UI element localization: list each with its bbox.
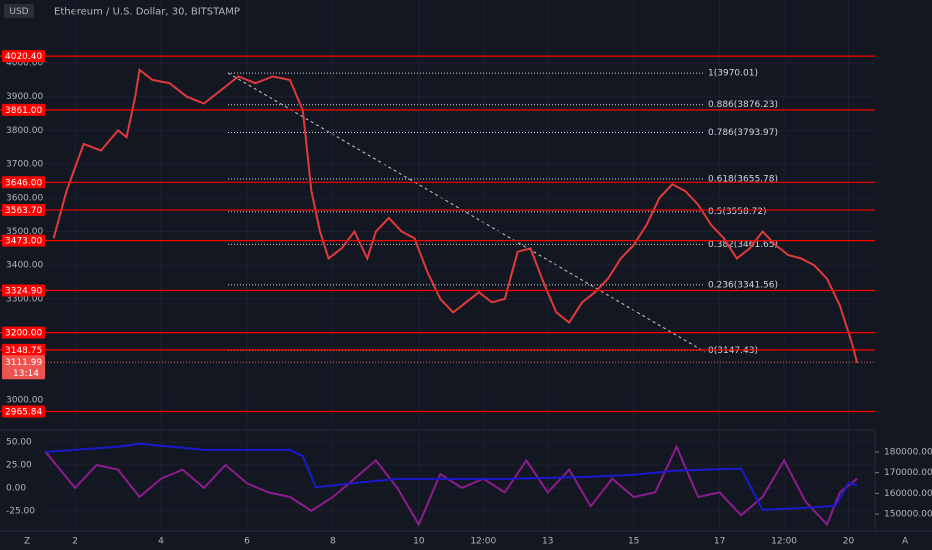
x-tick-label: 13 — [542, 537, 553, 547]
level-badge — [2, 176, 45, 189]
level-label: 3646.00 — [5, 178, 42, 188]
y-tick-label: 3600.00 — [6, 193, 43, 203]
level-badge — [2, 234, 45, 247]
level-badge — [2, 405, 45, 418]
level-label: 3200.00 — [5, 329, 42, 339]
fib-label: 0.618(3655.78) — [708, 175, 778, 185]
level-label: 4020.40 — [5, 52, 42, 62]
level-badge — [2, 103, 45, 116]
y-tick-label: 25.00 — [6, 460, 32, 470]
current-price-badge — [2, 355, 45, 380]
y-tick-label: 3700.00 — [6, 160, 43, 170]
x-tick-label: 20 — [843, 537, 855, 547]
y-tick-label: 4000.00 — [6, 59, 43, 69]
corner-label: Z — [24, 537, 30, 547]
y2-tick-label: 150000.00 — [884, 510, 932, 520]
x-tick-label: 2 — [72, 537, 78, 547]
level-label: 3861.00 — [5, 106, 42, 116]
level-badge — [2, 204, 45, 217]
y-tick-label: -25.00 — [6, 506, 35, 516]
x-tick-label: 12:00 — [771, 537, 797, 547]
level-label: 3563.70 — [5, 206, 42, 216]
level-badge — [2, 50, 45, 63]
level-label: 3148.75 — [5, 346, 42, 356]
fib-label: 0.236(3341.56) — [708, 280, 778, 290]
fib-label: 0.382(3461.65) — [708, 240, 778, 250]
x-tick-label: 10 — [413, 537, 425, 547]
x-tick-label: 12:00 — [470, 537, 496, 547]
x-tick-label: 6 — [244, 537, 250, 547]
level-badge — [2, 343, 45, 356]
y-tick-label: 50.00 — [6, 438, 32, 448]
level-label: 3324.90 — [5, 287, 42, 297]
level-badge — [2, 284, 45, 297]
y-tick-label: 3500.00 — [6, 227, 43, 237]
fib-label: 1(3970.01) — [708, 69, 758, 79]
x-tick-label: 15 — [628, 537, 639, 547]
x-tick-label: 4 — [158, 537, 164, 547]
x-tick-label: 8 — [330, 537, 336, 547]
y2-tick-label: 160000.00 — [884, 489, 932, 499]
fib-label: 0.5(3558.72) — [708, 207, 767, 217]
currency: USD — [9, 7, 28, 17]
series-line — [44, 442, 858, 511]
currency-badge — [4, 4, 34, 18]
fib-label: 0.886(3876.23) — [708, 100, 778, 110]
y2-tick-label: 180000.00 — [884, 447, 932, 457]
fib-label: 0.786(3793.97) — [708, 128, 778, 138]
y-tick-label: 3900.00 — [6, 92, 43, 102]
current-price: 3111.99 — [5, 358, 42, 368]
series-line — [44, 444, 858, 527]
trend-line — [227, 72, 706, 353]
countdown: 13:14 — [13, 369, 39, 379]
y-tick-label: 3800.00 — [6, 126, 43, 136]
level-badge — [2, 326, 45, 339]
corner-label: A — [902, 537, 909, 547]
level-label: 2965.84 — [5, 408, 42, 418]
y-tick-label: 3300.00 — [6, 294, 43, 304]
y-tick-label: 3000.00 — [6, 396, 43, 406]
y-tick-label: 0.00 — [6, 483, 26, 493]
y2-tick-label: 170000.00 — [884, 468, 932, 478]
series-line — [52, 67, 859, 364]
chart-title: Ethereum / U.S. Dollar, 30, BITSTAMP — [54, 7, 240, 18]
fib-label: 0(3147.43) — [708, 346, 758, 356]
level-label: 3473.00 — [5, 237, 42, 247]
y-tick-label: 3400.00 — [6, 261, 43, 271]
x-tick-label: 17 — [714, 537, 725, 547]
